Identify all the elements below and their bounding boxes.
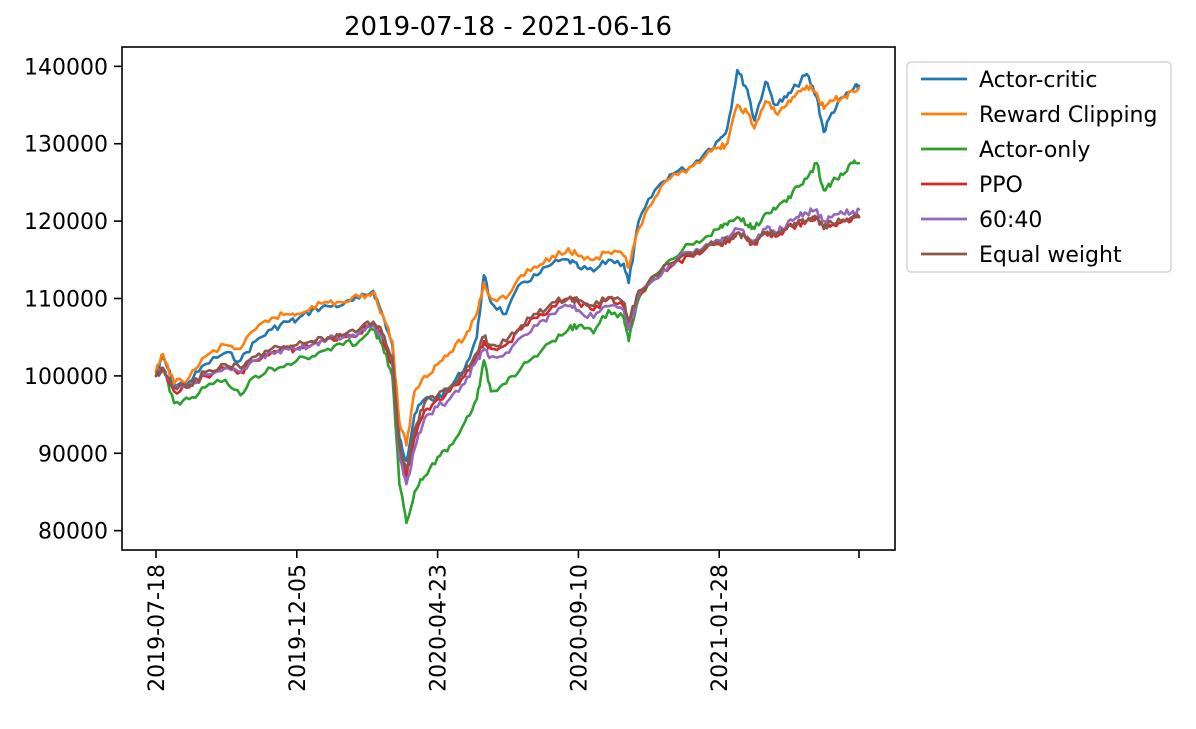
plot-area (154, 68, 861, 525)
plot-frame (121, 46, 896, 551)
x-tick-label: 2019-12-05 (286, 564, 311, 692)
legend-label: Reward Clipping (979, 103, 1157, 128)
legend-label: Actor-critic (979, 68, 1098, 93)
y-tick-label: 110000 (24, 288, 108, 313)
x-tick-label: 2019-07-18 (145, 564, 170, 692)
x-tick-label: 2020-04-23 (427, 564, 452, 692)
series-line-60-40 (154, 207, 861, 486)
x-axis: 2019-07-18 2019-12-05 2020-04-23 2020-09-10… (145, 550, 860, 692)
series-line-ppo (154, 213, 861, 478)
legend: Actor-critic Reward Clipping Actor-only PPO… (906, 61, 1172, 273)
y-tick-label: 90000 (38, 442, 108, 467)
y-axis: 80000 90000 100000 110000 120000 130000 140000 (24, 55, 122, 545)
y-tick-label: 100000 (24, 365, 108, 390)
x-tick-label: 2021-01-28 (708, 564, 733, 692)
series-line-actor-critic (154, 68, 861, 463)
legend-label: Equal weight (979, 243, 1122, 268)
y-tick-label: 140000 (24, 55, 108, 80)
y-tick-label: 120000 (24, 210, 108, 235)
series-line-equal-weight (154, 213, 861, 470)
legend-label: 60:40 (979, 208, 1042, 233)
legend-label: Actor-only (979, 138, 1090, 163)
chart-title: 2019-07-18 - 2021-06-16 (344, 12, 672, 42)
y-tick-label: 130000 (24, 133, 108, 158)
series-line-actor-only (154, 159, 861, 525)
y-tick-label: 80000 (38, 520, 108, 545)
x-tick-label: 2020-09-10 (567, 564, 592, 692)
legend-box (906, 61, 1172, 273)
series-line-reward-clipping (154, 84, 861, 447)
legend-label: PPO (979, 173, 1023, 198)
